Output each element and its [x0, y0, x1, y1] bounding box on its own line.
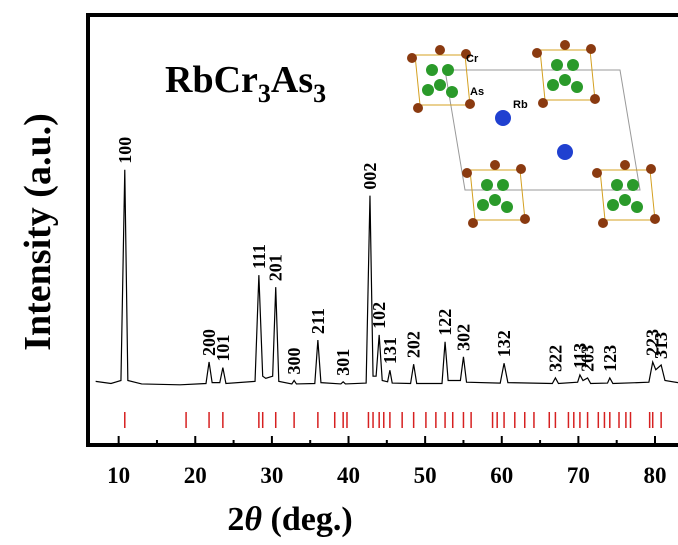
x-tick-label: 50	[414, 463, 437, 488]
peak-label: 302	[453, 324, 473, 351]
peak-label: 100	[115, 137, 135, 164]
title-part: As	[271, 59, 313, 101]
y-axis-label: Intensity (a.u.)	[17, 113, 59, 351]
xlabel-part: θ	[244, 501, 262, 538]
peak-label: 301	[333, 349, 353, 376]
chart-title: RbCr3As3	[165, 59, 326, 108]
rb-atom	[495, 110, 511, 126]
inset-label: Rb	[513, 99, 528, 111]
xlabel-part: (deg.)	[262, 501, 353, 538]
xlabel-part: 2	[227, 501, 244, 538]
peak-label: 111	[249, 244, 269, 269]
peak-label: 131	[380, 337, 400, 364]
inset-label: As	[470, 86, 484, 98]
axis-frame	[86, 13, 678, 447]
inset-structure: Cr As Rb	[407, 40, 660, 228]
x-tick-label: 10	[107, 463, 130, 488]
x-tick-label: 80	[644, 463, 667, 488]
peak-label: 223	[643, 329, 663, 356]
rb-atom	[557, 144, 573, 160]
peak-label: 211	[308, 308, 328, 334]
title-part: RbCr	[165, 59, 258, 101]
x-tick-label: 60	[490, 463, 513, 488]
peak-label: 203	[578, 345, 598, 372]
cr-cluster	[592, 160, 660, 228]
title-sub: 3	[313, 79, 326, 108]
peak-label: 113	[570, 343, 590, 369]
peak-label: 322	[545, 345, 565, 372]
peak-label: 202	[404, 331, 424, 358]
unit-cell	[444, 69, 641, 191]
x-tick-label: 20	[184, 463, 207, 488]
peak-label: 002	[360, 163, 380, 190]
cr-cluster	[462, 160, 530, 228]
inset-label: Cr	[466, 53, 479, 65]
peak-label: 300	[284, 348, 304, 375]
x-tick-label: 40	[337, 463, 360, 488]
peak-label: 102	[369, 302, 389, 329]
peak-label: 123	[600, 345, 620, 372]
peak-label: 313	[651, 332, 671, 359]
cr-cluster	[407, 45, 475, 113]
x-tick-label: 70	[567, 463, 590, 488]
peak-label: 201	[266, 254, 286, 281]
x-tick-label: 30	[260, 463, 283, 488]
cr-cluster	[532, 40, 600, 108]
peak-label: 122	[435, 309, 455, 336]
peak-label: 132	[494, 330, 514, 357]
peak-label: 101	[213, 335, 233, 362]
peak-label: 200	[199, 329, 219, 356]
title-sub: 3	[258, 79, 271, 108]
xrd-line	[95, 169, 678, 386]
x-axis-label: 2θ (deg.)	[227, 501, 352, 538]
